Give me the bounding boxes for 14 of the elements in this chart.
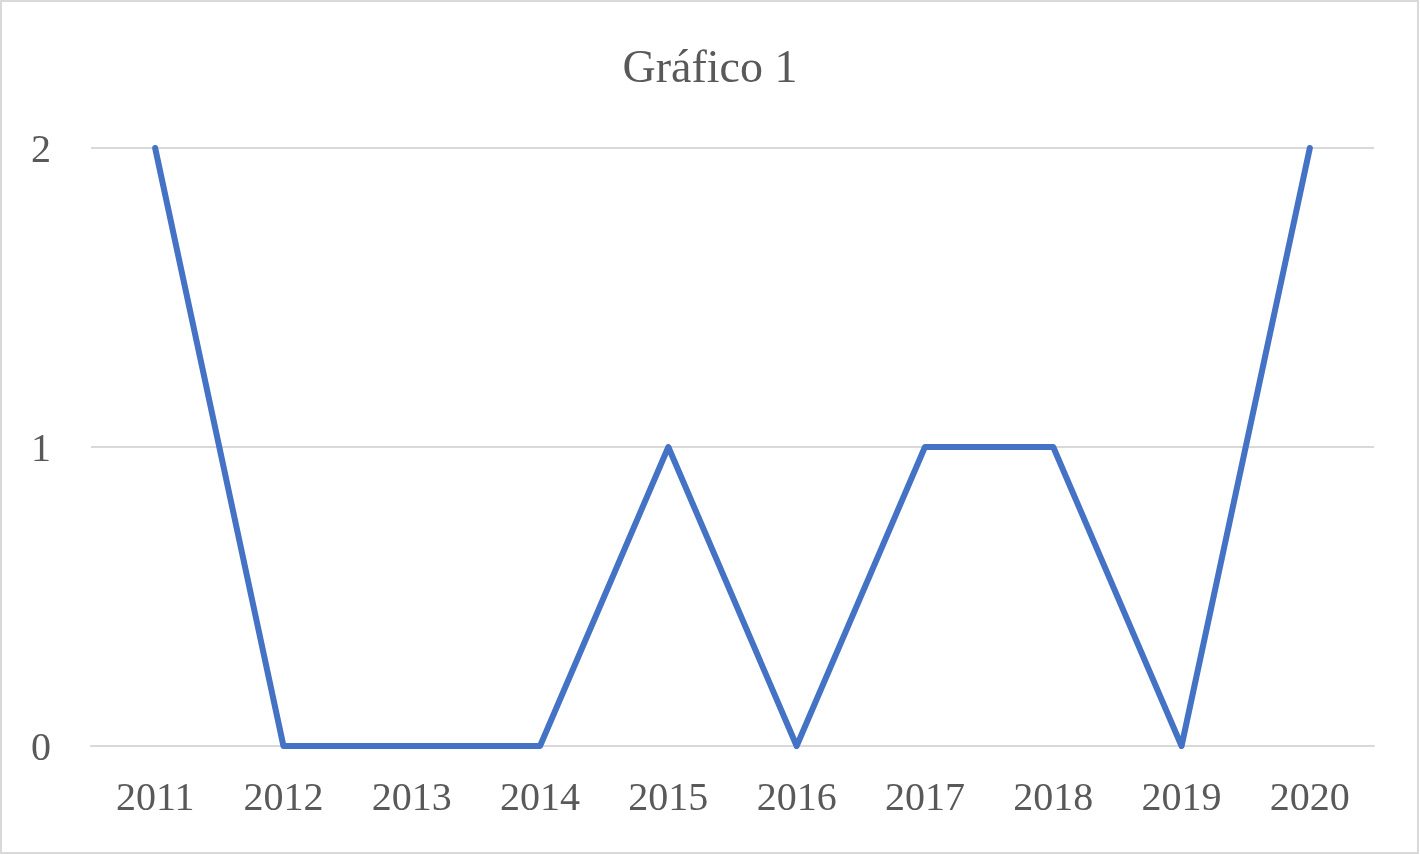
x-tick-label: 2012 xyxy=(243,773,324,819)
x-tick-label: 2014 xyxy=(500,773,581,819)
x-tick-label: 2019 xyxy=(1141,773,1222,819)
chart-title: Gráfico 1 xyxy=(622,40,798,92)
y-tick-label: 1 xyxy=(31,424,51,470)
y-tick-label: 0 xyxy=(31,723,51,769)
x-tick-label: 2017 xyxy=(884,773,965,819)
x-tick-label: 2020 xyxy=(1269,773,1350,819)
x-tick-label: 2011 xyxy=(115,773,195,819)
x-tick-label: 2013 xyxy=(371,773,452,819)
x-tick-label: 2018 xyxy=(1013,773,1094,819)
x-tick-label: 2016 xyxy=(756,773,837,819)
x-tick-label: 2015 xyxy=(628,773,709,819)
y-tick-label: 2 xyxy=(31,125,51,171)
